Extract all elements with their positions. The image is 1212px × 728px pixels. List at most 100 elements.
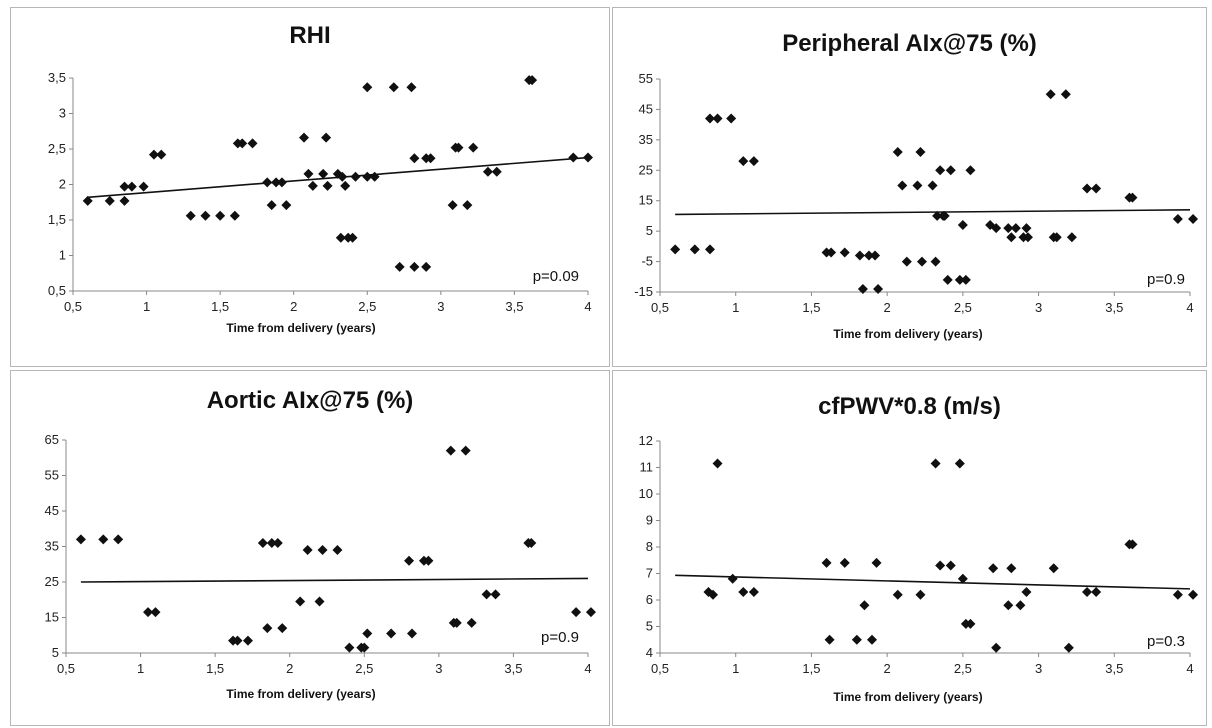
data-point bbox=[1060, 89, 1071, 100]
data-point bbox=[839, 247, 850, 258]
data-point bbox=[526, 537, 537, 548]
data-point bbox=[409, 261, 420, 272]
trend-line bbox=[80, 577, 589, 583]
data-point bbox=[1082, 587, 1093, 598]
y-tick-label: 35 bbox=[45, 539, 59, 554]
data-point bbox=[481, 589, 492, 600]
y-tick-label: 15 bbox=[45, 610, 59, 625]
data-point bbox=[119, 195, 130, 206]
data-point bbox=[490, 589, 501, 600]
data-point bbox=[704, 113, 715, 124]
data-point bbox=[712, 113, 723, 124]
x-tick-label: 2 bbox=[286, 661, 293, 676]
data-point bbox=[406, 82, 417, 93]
y-tick-label: 1,5 bbox=[48, 212, 66, 227]
x-tick-label: 0,5 bbox=[651, 661, 669, 676]
x-tick-label: 2,5 bbox=[355, 661, 373, 676]
y-tick-label: 6 bbox=[646, 592, 653, 607]
data-point bbox=[988, 563, 999, 574]
data-point bbox=[1172, 589, 1183, 600]
x-tick-label: 4 bbox=[584, 299, 591, 314]
data-point bbox=[689, 244, 700, 255]
x-tick-label: 4 bbox=[1186, 300, 1193, 315]
data-point bbox=[138, 181, 149, 192]
x-tick-label: 3 bbox=[437, 299, 444, 314]
data-point bbox=[482, 166, 493, 177]
data-point bbox=[185, 210, 196, 221]
data-point bbox=[462, 200, 473, 211]
data-point bbox=[1021, 223, 1032, 234]
x-tick-label: 1,5 bbox=[206, 661, 224, 676]
chart-plot: -15 -5 5 15 25 35 45 55 0,5 1 1,5 2 2,5 3 3,5 4 bbox=[634, 71, 1199, 315]
data-point bbox=[1045, 89, 1056, 100]
y-tick-label: -15 bbox=[634, 284, 653, 299]
y-tick-label: 65 bbox=[45, 432, 59, 447]
x-tick-label: 1,5 bbox=[211, 299, 229, 314]
x-tick-label: 3 bbox=[435, 661, 442, 676]
data-point bbox=[359, 642, 370, 653]
data-point bbox=[915, 147, 926, 158]
data-point bbox=[321, 132, 332, 143]
data-point bbox=[303, 168, 314, 179]
data-point bbox=[1003, 600, 1014, 611]
x-tick-label: 3 bbox=[1035, 661, 1042, 676]
data-point bbox=[965, 165, 976, 176]
data-point bbox=[960, 274, 971, 285]
data-point bbox=[1063, 642, 1074, 653]
data-point bbox=[307, 180, 318, 191]
data-point bbox=[1127, 539, 1138, 550]
data-point bbox=[1091, 183, 1102, 194]
data-point bbox=[892, 147, 903, 158]
p-value-annotation: p=0.9 bbox=[1147, 271, 1185, 288]
data-point bbox=[468, 142, 479, 153]
data-point bbox=[1127, 192, 1138, 203]
data-point bbox=[568, 152, 579, 163]
data-point bbox=[421, 261, 432, 272]
data-point bbox=[527, 75, 538, 86]
y-tick-label: 4 bbox=[646, 645, 653, 660]
data-point bbox=[425, 153, 436, 164]
chart-plot: 4 5 6 7 8 9 10 11 12 0,5 1 1,5 2 2,5 3 3,5 4 bbox=[639, 433, 1199, 676]
y-tick-label: 0,5 bbox=[48, 283, 66, 298]
x-tick-label: 1 bbox=[732, 661, 739, 676]
data-point bbox=[826, 247, 837, 258]
data-point bbox=[150, 607, 161, 618]
data-point bbox=[1022, 232, 1033, 243]
data-point bbox=[1010, 223, 1021, 234]
y-tick-label: 5 bbox=[646, 619, 653, 634]
y-tick-label: 15 bbox=[639, 193, 653, 208]
data-point bbox=[991, 642, 1002, 653]
data-point bbox=[281, 200, 292, 211]
y-tick-label: 11 bbox=[640, 460, 654, 475]
data-point bbox=[927, 180, 938, 191]
y-tick-label: 1 bbox=[59, 248, 66, 263]
data-point bbox=[156, 149, 167, 160]
data-point bbox=[148, 149, 159, 160]
data-point bbox=[726, 113, 737, 124]
data-point bbox=[266, 537, 277, 548]
chart-title: Peripheral AIx@75 (%) bbox=[782, 30, 1037, 57]
data-point bbox=[332, 545, 343, 556]
data-point bbox=[704, 244, 715, 255]
p-value-annotation: p=0.9 bbox=[541, 629, 579, 646]
x-axis-label: Time from delivery (years) bbox=[833, 690, 983, 704]
data-point bbox=[851, 634, 862, 645]
data-point bbox=[873, 283, 884, 294]
data-point bbox=[347, 232, 358, 243]
y-tick-label: 5 bbox=[646, 223, 653, 238]
data-point bbox=[1188, 213, 1199, 224]
y-tick-label: 5 bbox=[52, 645, 59, 660]
chart-panel-rhi: RHI 0,5 1 1,5 2 2,5 3 3,5 0,5 1 1,5 2 2,5 3 3,5 4 p=0.… bbox=[10, 7, 610, 367]
data-point bbox=[901, 256, 912, 267]
x-tick-label: 2,5 bbox=[358, 299, 376, 314]
x-tick-label: 4 bbox=[1186, 661, 1193, 676]
x-tick-label: 4 bbox=[584, 661, 591, 676]
data-point bbox=[362, 171, 373, 182]
x-tick-label: 1 bbox=[137, 661, 144, 676]
chart-title: cfPWV*0.8 (m/s) bbox=[818, 393, 1001, 420]
data-point bbox=[317, 545, 328, 556]
data-point bbox=[935, 165, 946, 176]
data-point bbox=[708, 589, 718, 600]
y-tick-label: 2 bbox=[59, 177, 66, 192]
data-point bbox=[404, 555, 415, 566]
